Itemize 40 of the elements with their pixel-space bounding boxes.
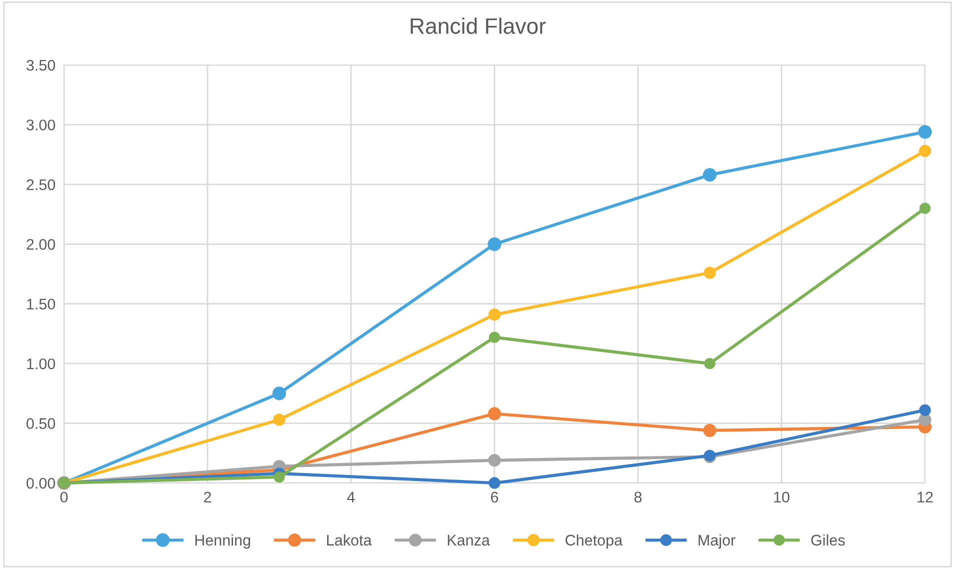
point	[704, 266, 716, 279]
y-tick-label: 0.50	[26, 418, 56, 429]
point	[918, 413, 932, 426]
legend-label: Chetopa	[566, 534, 623, 549]
x-tick-label: 4	[347, 492, 355, 502]
y-tick-label: 1.00	[27, 358, 56, 370]
x-tick-label: 2	[204, 492, 211, 502]
point	[703, 424, 716, 438]
y-tick-label: 2.00	[26, 239, 56, 250]
point	[274, 471, 285, 483]
point	[488, 308, 501, 321]
point	[919, 202, 931, 214]
point	[488, 332, 500, 343]
point	[919, 404, 931, 416]
x-tick-label: 10	[774, 492, 790, 503]
x-tick-label: 12	[918, 492, 933, 502]
legend-label: Major	[698, 534, 736, 549]
y-tick-label: 0.00	[26, 478, 56, 489]
y-tick-label: 1.50	[27, 298, 56, 310]
point	[272, 386, 286, 400]
point	[273, 414, 286, 426]
point	[702, 168, 717, 182]
legend-label: Kanza	[448, 534, 490, 546]
x-tick-label: 0	[60, 492, 68, 503]
point	[918, 125, 932, 139]
legend-label: Lakota	[327, 534, 372, 546]
legend-label: Henning	[195, 534, 250, 549]
y-tick-label: 2.50	[26, 179, 56, 190]
y-tick-label: 3.50	[26, 60, 56, 71]
point	[488, 477, 500, 489]
chart-title: Rancid Flavor	[410, 18, 546, 34]
point	[488, 237, 502, 251]
legend-label: Giles	[811, 534, 845, 546]
x-tick-label: 6	[491, 492, 498, 503]
point	[488, 454, 501, 467]
point	[488, 407, 502, 420]
point	[918, 144, 932, 158]
point	[704, 358, 716, 370]
x-tick-label: 8	[634, 492, 642, 503]
y-tick-label: 3.00	[26, 120, 56, 130]
